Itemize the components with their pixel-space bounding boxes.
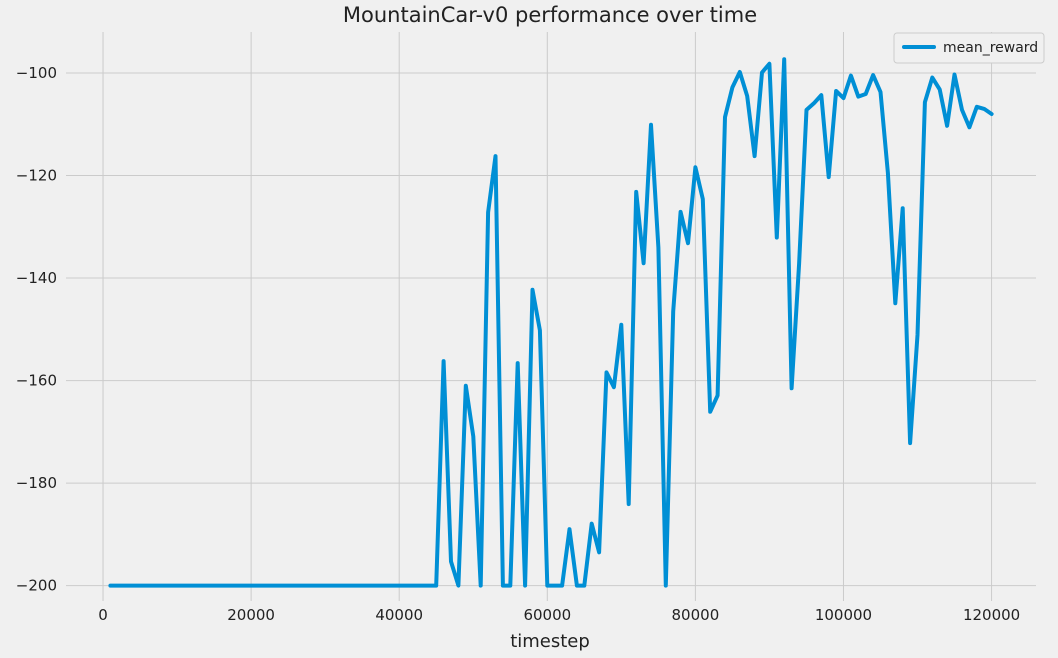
x-tick-label: 40000 [375,606,423,624]
series-line-mean-reward [108,57,994,588]
y-tick-label: −120 [16,167,57,185]
tick-labels: 0 20000 40000 60000 80000 100000 120000 −200 −18… [16,64,1020,624]
y-tick-label: −200 [16,577,57,595]
y-tick-label: −180 [16,474,57,492]
legend-box [893,32,1045,64]
x-tick-label: 80000 [672,606,720,624]
chart-title: MountainCar-v0 performance over time [343,3,757,27]
x-tick-label: 0 [98,606,108,624]
x-tick-label: 120000 [963,606,1020,624]
y-tick-label: −100 [16,64,57,82]
legend: mean_reward [893,32,1045,64]
x-tick-label: 20000 [227,606,275,624]
y-tick-label: −140 [16,269,57,287]
x-tick-label: 60000 [523,606,571,624]
grid-lines [66,32,1036,601]
legend-label: mean_reward [943,40,1038,56]
y-tick-label: −160 [16,372,57,390]
series-layer [108,57,994,588]
x-axis-label: timestep [510,631,590,652]
x-tick-label: 100000 [815,606,872,624]
